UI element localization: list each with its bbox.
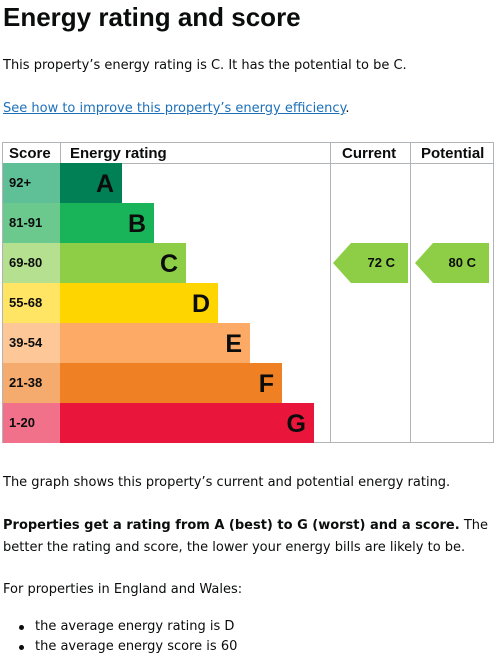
header-score: Score	[9, 145, 51, 162]
potential-rating-arrow: 80 C	[415, 243, 489, 283]
graph-note: The graph shows this property’s current …	[3, 475, 451, 490]
averages-list: the average energy rating is D the avera…	[0, 617, 237, 657]
band-score-g: 1-20	[3, 403, 60, 443]
band-bar-g: G	[60, 403, 314, 443]
current-rating-arrow: 72 C	[333, 243, 408, 283]
header-potential: Potential	[421, 145, 485, 162]
rating-summary: This property’s energy rating is C. It h…	[3, 58, 407, 73]
band-score-c: 69-80	[3, 243, 60, 283]
band-score-f: 21-38	[3, 363, 60, 403]
band-bar-a: A	[60, 163, 122, 203]
divider-potential	[410, 143, 411, 442]
current-rating-label: 72 C	[367, 255, 395, 270]
improve-link-line: See how to improve this property’s energ…	[3, 98, 350, 120]
list-item: the average energy score is 60	[0, 637, 237, 657]
band-bar-e: E	[60, 323, 250, 363]
link-suffix: .	[345, 101, 350, 116]
header-current: Current	[342, 145, 397, 162]
header-energy-rating: Energy rating	[70, 145, 167, 162]
band-score-a: 92+	[3, 163, 60, 203]
header-divider	[3, 163, 493, 164]
energy-rating-chart: Score Energy rating Current Potential 92…	[2, 142, 494, 443]
rating-explanation: Properties get a rating from A (best) to…	[3, 515, 493, 559]
band-score-e: 39-54	[3, 323, 60, 363]
england-wales-intro: For properties in England and Wales:	[3, 582, 243, 597]
potential-rating-label: 80 C	[448, 255, 476, 270]
divider-score	[60, 143, 61, 163]
band-score-b: 81-91	[3, 203, 60, 243]
band-bar-b: B	[60, 203, 154, 243]
list-item: the average energy rating is D	[0, 617, 237, 637]
improve-efficiency-link[interactable]: See how to improve this property’s energ…	[3, 101, 346, 116]
band-score-d: 55-68	[3, 283, 60, 323]
rating-explanation-rest: The better the rating and score, the low…	[3, 518, 488, 555]
page-title: Energy rating and score	[3, 2, 301, 32]
band-bar-f: F	[60, 363, 282, 403]
band-bar-d: D	[60, 283, 218, 323]
rating-explanation-bold: Properties get a rating from A (best) to…	[3, 518, 460, 533]
band-bar-c: C	[60, 243, 186, 283]
divider-current	[330, 143, 331, 442]
